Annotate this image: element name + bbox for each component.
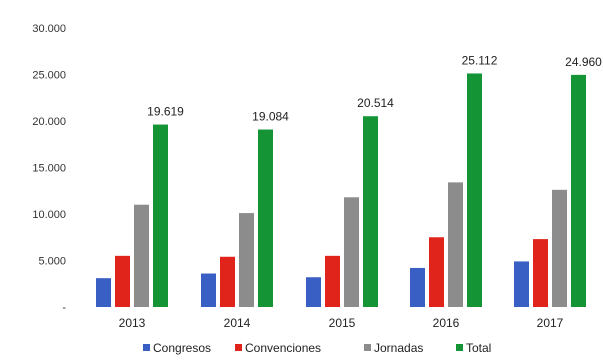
legend-swatch-congresos — [143, 344, 150, 351]
bar-jornadas-2016 — [448, 182, 463, 307]
legend-swatch-convenciones — [235, 344, 242, 351]
data-label-total-2015: 20.514 — [357, 96, 394, 110]
bar-total-2015 — [363, 116, 378, 307]
data-labels: 19.619 19.084 20.514 25.112 24.960 — [147, 53, 602, 123]
bars — [96, 73, 586, 307]
y-tick-label: 15.000 — [32, 163, 66, 175]
bar-convenciones-2015 — [325, 255, 340, 307]
bar-convenciones-2017 — [533, 239, 548, 307]
bar-convenciones-2016 — [429, 237, 444, 307]
bar-jornadas-2013 — [134, 204, 149, 307]
bar-total-2013 — [153, 124, 168, 307]
y-tick-label: 5.000 — [38, 256, 66, 268]
y-tick-label: 30.000 — [32, 23, 66, 35]
x-tick-label: 2014 — [224, 316, 251, 330]
legend-swatch-jornadas — [364, 344, 371, 351]
legend-label-convenciones: Convenciones — [245, 341, 321, 355]
y-tick-label: 25.000 — [32, 70, 66, 82]
x-tick-label: 2013 — [119, 316, 146, 330]
bar-congresos-2016 — [410, 267, 425, 307]
bar-jornadas-2015 — [344, 197, 359, 307]
legend-swatch-total — [456, 344, 463, 351]
bar-total-2017 — [571, 74, 586, 307]
bar-total-2014 — [258, 129, 273, 307]
data-label-total-2017: 24.960 — [565, 55, 602, 69]
data-label-total-2016: 25.112 — [462, 53, 498, 67]
bar-congresos-2017 — [514, 261, 529, 307]
legend-label-total: Total — [466, 341, 491, 355]
y-tick-label: 10.000 — [32, 209, 66, 221]
y-axis: - 5.000 10.000 15.000 20.000 25.000 30.000 — [32, 23, 66, 314]
x-axis: 2013 2014 2015 2016 2017 — [119, 316, 564, 330]
bar-jornadas-2017 — [552, 189, 567, 307]
bar-congresos-2014 — [201, 273, 216, 307]
bar-congresos-2015 — [306, 277, 321, 307]
bar-convenciones-2013 — [115, 255, 130, 307]
legend: Congresos Convenciones Jornadas Total — [143, 341, 491, 355]
bar-jornadas-2014 — [239, 213, 254, 307]
x-tick-label: 2015 — [329, 316, 356, 330]
y-tick-label: 20.000 — [32, 116, 66, 128]
bar-total-2016 — [467, 73, 482, 307]
bar-congresos-2013 — [96, 278, 111, 307]
legend-label-congresos: Congresos — [153, 341, 211, 355]
bar-convenciones-2014 — [220, 256, 235, 307]
x-tick-label: 2016 — [433, 316, 460, 330]
data-label-total-2014: 19.084 — [252, 110, 289, 124]
x-tick-label: 2017 — [537, 316, 564, 330]
y-tick-label: - — [62, 302, 66, 314]
data-label-total-2013: 19.619 — [147, 105, 184, 119]
legend-label-jornadas: Jornadas — [374, 341, 423, 355]
